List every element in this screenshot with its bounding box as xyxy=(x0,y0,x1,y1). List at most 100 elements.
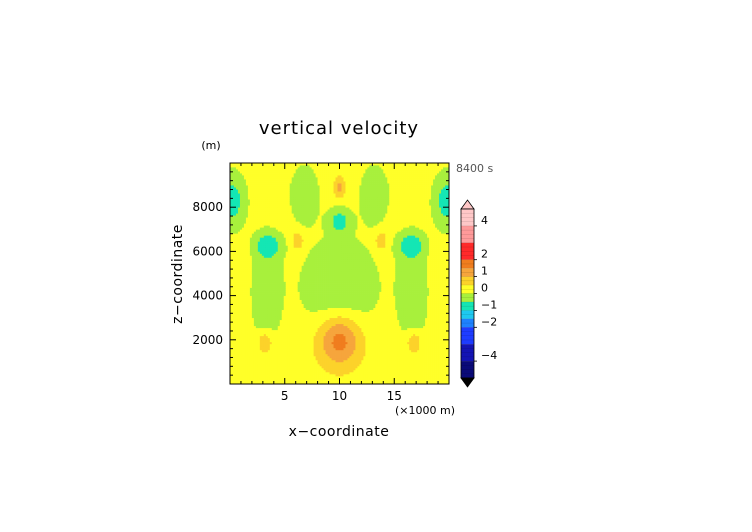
heatmap-cell xyxy=(309,227,312,230)
heatmap-cell xyxy=(271,249,275,252)
heatmap-cell xyxy=(269,169,273,172)
heatmap-cell xyxy=(309,307,312,311)
heatmap-cell xyxy=(295,345,299,349)
heatmap-cell xyxy=(267,169,271,172)
heatmap-cell xyxy=(293,365,297,369)
heatmap-cell xyxy=(253,223,257,226)
heatmap-cell xyxy=(239,359,243,363)
heatmap-cell xyxy=(277,313,281,317)
heatmap-cell xyxy=(273,321,277,325)
heatmap-cell xyxy=(289,353,293,357)
heatmap-cell xyxy=(297,271,301,274)
heatmap-cell xyxy=(315,221,318,224)
heatmap-cell xyxy=(289,293,293,296)
heatmap-cell xyxy=(291,201,295,204)
heatmap-cell xyxy=(311,205,314,208)
heatmap-cell xyxy=(241,345,245,349)
heatmap-cell xyxy=(259,285,263,288)
heatmap-cell xyxy=(257,331,261,335)
heatmap-cell xyxy=(247,287,251,290)
heatmap-cell xyxy=(289,337,293,341)
heatmap-cell xyxy=(287,247,291,250)
heatmap-cell xyxy=(267,181,271,184)
heatmap-cell xyxy=(257,169,261,172)
heatmap-cell xyxy=(283,233,287,236)
heatmap-cell xyxy=(315,315,318,319)
heatmap-cell xyxy=(261,185,265,188)
heatmap-cell xyxy=(279,339,283,343)
heatmap-cell xyxy=(291,371,295,375)
heatmap-cell xyxy=(317,373,320,377)
heatmap-cell xyxy=(251,295,255,298)
heatmap-cell xyxy=(287,207,291,210)
heatmap-cell xyxy=(273,165,277,168)
heatmap-cell xyxy=(287,211,291,214)
heatmap-cell xyxy=(299,247,303,250)
heatmap-cell xyxy=(267,203,271,206)
heatmap-cell xyxy=(315,173,318,176)
heatmap-cell xyxy=(255,201,259,204)
heatmap-cell xyxy=(265,267,269,270)
heatmap-cell xyxy=(271,349,275,353)
heatmap-cell xyxy=(289,181,293,184)
heatmap-cell xyxy=(311,359,314,363)
heatmap-cell xyxy=(301,175,305,178)
heatmap-cell xyxy=(245,357,249,361)
heatmap-cell xyxy=(301,297,305,300)
heatmap-cell xyxy=(313,251,316,254)
heatmap-cell xyxy=(237,371,241,375)
heatmap-cell xyxy=(253,201,257,204)
heatmap-cell xyxy=(295,251,299,254)
heatmap-cell xyxy=(281,319,285,323)
heatmap-cell xyxy=(309,297,312,300)
heatmap-cell xyxy=(251,237,255,240)
heatmap-cell xyxy=(313,167,316,170)
heatmap-cell xyxy=(317,231,320,234)
heatmap-cell xyxy=(251,347,255,351)
heatmap-cell xyxy=(301,169,305,172)
heatmap-cell xyxy=(315,275,318,278)
heatmap-cell xyxy=(311,377,314,381)
heatmap-cell xyxy=(245,253,249,256)
heatmap-cell xyxy=(259,255,263,258)
heatmap-cell xyxy=(299,357,303,361)
heatmap-cell xyxy=(307,349,310,353)
heatmap-cell xyxy=(283,263,287,266)
heatmap-cell xyxy=(313,185,316,188)
heatmap-cell xyxy=(239,369,243,373)
heatmap-cell xyxy=(233,167,237,170)
heatmap-cell xyxy=(291,331,295,335)
heatmap-cell xyxy=(301,235,305,238)
heatmap-cell xyxy=(237,317,241,321)
heatmap-cell xyxy=(257,291,261,294)
heatmap-cell xyxy=(259,353,263,357)
heatmap-cell xyxy=(233,295,237,298)
heatmap-cell xyxy=(287,381,291,385)
heatmap-cell xyxy=(277,379,281,383)
heatmap-cell xyxy=(291,195,295,198)
heatmap-cell xyxy=(279,381,283,385)
heatmap-cell xyxy=(243,241,247,244)
heatmap-cell xyxy=(255,203,259,206)
heatmap-cell xyxy=(251,257,255,260)
heatmap-cell xyxy=(285,203,289,206)
heatmap-cell xyxy=(245,297,249,300)
heatmap-cell xyxy=(235,169,239,172)
heatmap-cell xyxy=(237,267,241,270)
heatmap-cell xyxy=(311,297,314,300)
heatmap-cell xyxy=(297,243,301,246)
heatmap-cell xyxy=(299,341,303,345)
heatmap-cell xyxy=(283,331,287,335)
heatmap-cell xyxy=(241,263,245,266)
heatmap-cell xyxy=(293,303,297,306)
heatmap-cell xyxy=(313,223,316,226)
heatmap-cell xyxy=(275,211,279,214)
heatmap-cell xyxy=(253,191,257,194)
heatmap-cell xyxy=(231,243,235,246)
heatmap-cell xyxy=(249,213,253,216)
heatmap-cell xyxy=(305,235,308,238)
heatmap-cell xyxy=(249,347,253,351)
heatmap-cell xyxy=(309,343,312,347)
heatmap-cell xyxy=(291,339,295,343)
heatmap-cell xyxy=(281,317,285,321)
